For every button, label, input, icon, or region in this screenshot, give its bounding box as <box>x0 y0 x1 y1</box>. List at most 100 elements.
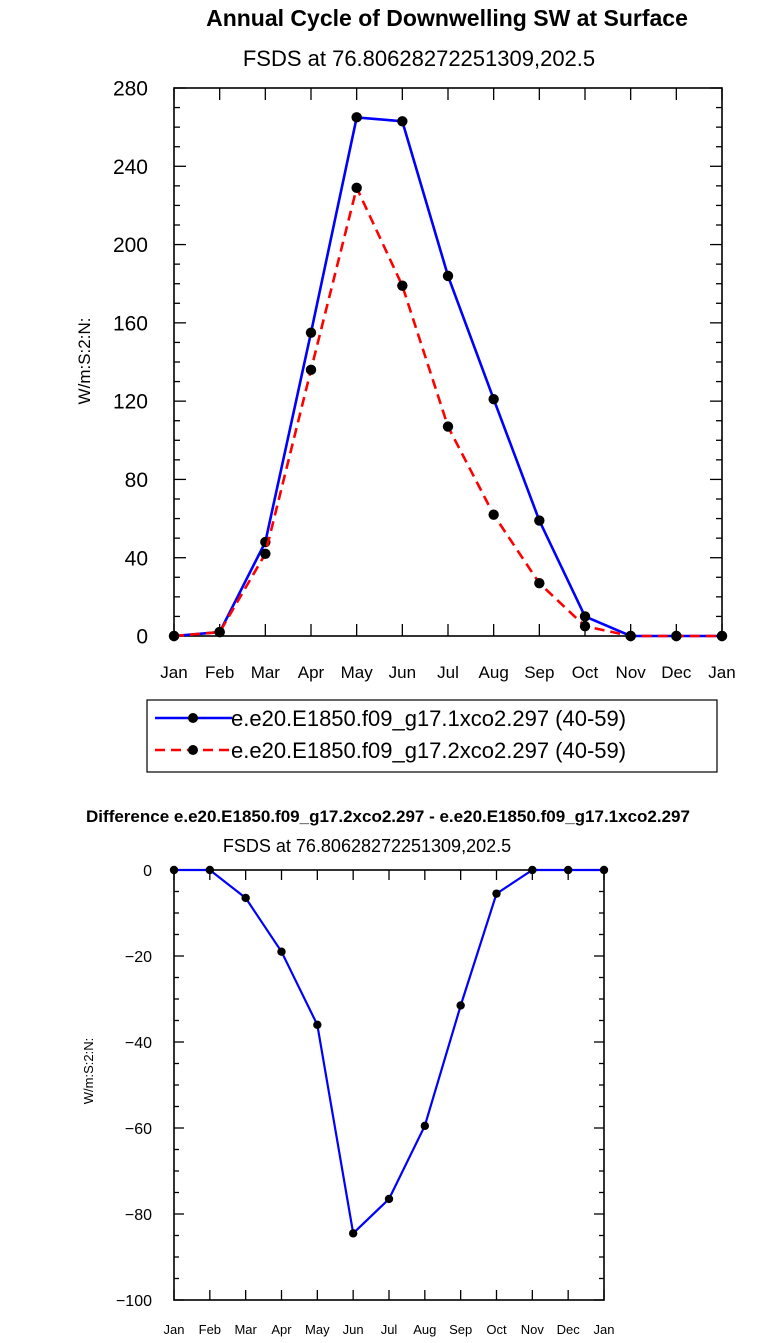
x-tick-label: Jun <box>343 1322 364 1337</box>
series-2-point <box>579 621 591 632</box>
x-tick-label: Oct <box>486 1322 507 1337</box>
legend-marker-2 <box>188 745 198 755</box>
series-1-point <box>563 865 573 875</box>
x-tick-label: Jan <box>160 663 187 682</box>
series-1-point <box>442 270 454 282</box>
series-1-point <box>599 865 609 875</box>
y-tick-label: 0 <box>136 626 148 649</box>
x-tick-label: Jan <box>594 1322 615 1337</box>
legend-marker-1 <box>188 713 198 723</box>
chart-1-frame <box>173 87 723 637</box>
y-tick-label: 240 <box>113 156 148 179</box>
chart-1-legend: e.e20.E1850.f09_g17.1xco2.297 (40-59) e.… <box>146 699 718 773</box>
y-tick-label: 200 <box>113 234 148 257</box>
chart-1-ylabel: W/m:S:2:N: <box>75 318 94 405</box>
chart-1-subtitle: FSDS at 76.80628272251309,202.5 <box>243 46 595 71</box>
x-tick-label: May <box>341 663 374 682</box>
chart-1-series <box>168 112 728 642</box>
chart-1-title: Annual Cycle of Downwelling SW at Surfac… <box>206 5 688 31</box>
chart-2-ylabel: W/m:S:2:N: <box>81 1038 96 1104</box>
series-1-point <box>492 889 501 898</box>
x-tick-label: May <box>305 1322 330 1337</box>
series-1-point <box>277 947 286 956</box>
chart-2: Difference e.e20.E1850.f09_g17.2xco2.297… <box>81 807 690 1337</box>
y-tick-label: −80 <box>125 1207 152 1224</box>
plot-border <box>173 869 605 1301</box>
series-1-point <box>169 865 179 875</box>
series-1-point <box>313 1020 322 1029</box>
x-tick-label: Feb <box>199 1322 221 1337</box>
series-2-point <box>442 421 454 432</box>
x-tick-label: Aug <box>479 663 509 682</box>
y-tick-label: −100 <box>116 1293 152 1310</box>
y-tick-label: 120 <box>113 391 148 414</box>
series-line-2 <box>173 186 722 638</box>
series-1-point <box>534 515 545 526</box>
plot-border <box>173 87 723 637</box>
x-tick-label: Dec <box>661 663 692 682</box>
y-tick-label: 80 <box>125 469 148 492</box>
series-1-point <box>488 393 499 405</box>
x-tick-label: Apr <box>271 1322 292 1337</box>
x-tick-label: Jan <box>708 663 735 682</box>
chart-2-x-axis: Jan Feb Mar Apr May Jun Jul Aug Sep Oct Nov Dec Jan <box>164 870 615 1337</box>
series-1-point <box>241 893 250 903</box>
series-2-point <box>625 630 636 642</box>
series-2-point <box>671 630 682 642</box>
x-tick-label: Nov <box>616 663 647 682</box>
y-tick-label: 0 <box>143 863 152 880</box>
series-1-point <box>528 865 537 875</box>
chart-2-subtitle: FSDS at 76.80628272251309,202.5 <box>223 836 511 856</box>
chart-1-x-axis: Jan Feb Mar Apr May Jun Jul Aug Sep Oct Nov Dec Jan <box>160 88 736 682</box>
x-tick-label: Oct <box>572 663 599 682</box>
x-tick-label: Jul <box>437 663 459 682</box>
x-tick-label: Feb <box>205 663 234 682</box>
chart-2-series <box>169 865 609 1238</box>
x-tick-label: Jan <box>164 1322 185 1337</box>
chart-2-frame <box>173 869 605 1301</box>
y-tick-label: 40 <box>125 547 148 570</box>
series-1-point <box>205 865 215 875</box>
series-line-1 <box>174 868 604 1235</box>
x-tick-label: Jun <box>389 663 416 682</box>
series-2-point <box>397 280 408 291</box>
x-tick-label: Nov <box>521 1322 545 1337</box>
series-1-point <box>579 611 591 622</box>
chart-2-y-axis: 0 −20 −40 −60 −80 −100 <box>116 863 604 1310</box>
legend-entry-2: e.e20.E1850.f09_g17.2xco2.297 (40-59) <box>155 738 626 763</box>
series-2-point <box>534 577 545 589</box>
series-1-point <box>348 1229 358 1238</box>
series-1-point <box>384 1194 394 1204</box>
series-1-point <box>351 112 362 123</box>
chart-1: Annual Cycle of Downwelling SW at Surfac… <box>75 5 736 773</box>
x-tick-label: Aug <box>413 1322 436 1337</box>
x-tick-label: Jul <box>381 1322 398 1337</box>
chart-1-y-axis: 0 40 80 120 160 200 240 280 <box>113 78 722 649</box>
legend-label-2: e.e20.E1850.f09_g17.2xco2.297 (40-59) <box>231 738 626 763</box>
series-2-point <box>305 364 317 376</box>
series-1-point <box>397 116 408 127</box>
series-2-point <box>351 182 362 194</box>
legend-box <box>146 699 718 773</box>
series-1-point <box>305 327 317 338</box>
series-2-point <box>488 509 499 520</box>
legend-entry-1: e.e20.E1850.f09_g17.1xco2.297 (40-59) <box>155 706 626 731</box>
legend-label-1: e.e20.E1850.f09_g17.1xco2.297 (40-59) <box>231 706 626 731</box>
x-tick-label: Sep <box>449 1322 472 1337</box>
series-1-point <box>420 1121 430 1131</box>
y-tick-label: −20 <box>125 949 152 966</box>
series-1-point <box>456 1001 465 1010</box>
series-line-1 <box>173 116 722 638</box>
chart-2-title: Difference e.e20.E1850.f09_g17.2xco2.297… <box>86 807 690 826</box>
y-tick-label: 280 <box>113 78 148 101</box>
y-tick-label: −60 <box>125 1121 152 1138</box>
x-tick-label: Mar <box>251 663 281 682</box>
x-tick-label: Apr <box>298 663 325 682</box>
series-2-point <box>260 548 271 559</box>
x-tick-label: Dec <box>557 1322 581 1337</box>
y-tick-label: 160 <box>113 312 148 335</box>
x-tick-label: Mar <box>234 1322 257 1337</box>
series-2-point <box>214 626 225 638</box>
y-tick-label: −40 <box>125 1035 152 1052</box>
